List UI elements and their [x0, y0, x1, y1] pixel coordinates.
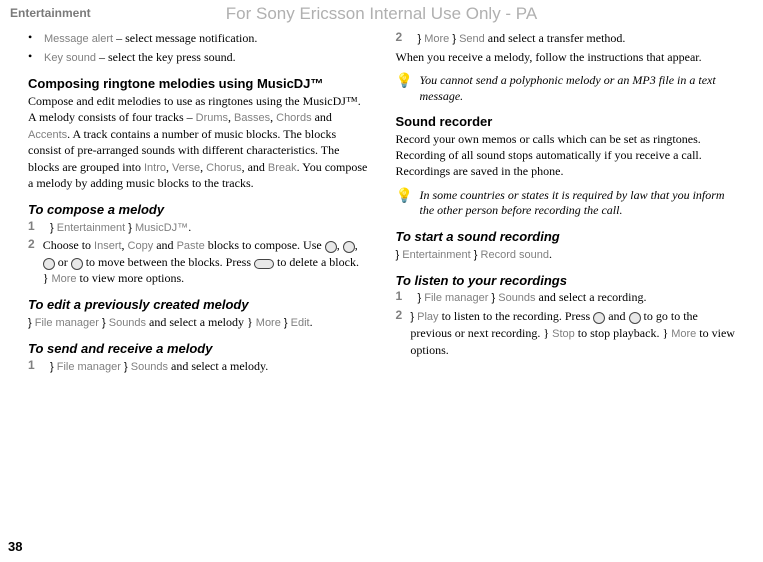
sound-body: Record your own memos or calls which can…: [396, 131, 736, 180]
nav-key-icon: [593, 312, 605, 324]
nav-key-icon: [71, 258, 83, 270]
step-text: } Play to listen to the recording. Press…: [410, 308, 735, 358]
start-body: } Entertainment } Record sound.: [396, 246, 736, 263]
watermark: For Sony Ericsson Internal Use Only - PA: [226, 3, 537, 25]
nav-key-icon: [343, 241, 355, 253]
left-column: • Message alert – select message notific…: [28, 30, 368, 377]
tip-2: 💡 In some countries or states it is requ…: [396, 188, 736, 219]
lightbulb-icon: 💡: [396, 188, 412, 219]
bullet-text: Key sound – select the key press sound.: [44, 49, 236, 66]
c-key-icon: [254, 259, 274, 269]
nav-key-icon: [629, 312, 641, 324]
section-label: Entertainment: [10, 6, 91, 22]
heading-start-recording: To start a sound recording: [396, 229, 736, 246]
step-text: Choose to Insert, Copy and Paste blocks …: [43, 237, 368, 287]
bullet-item: • Key sound – select the key press sound…: [28, 49, 368, 66]
step-text: } Entertainment } MusicDJ™.: [50, 219, 191, 236]
step-2: 2 Choose to Insert, Copy and Paste block…: [28, 237, 368, 287]
heading-edit: To edit a previously created melody: [28, 297, 368, 314]
heading-sound-recorder: Sound recorder: [396, 114, 736, 131]
step-text: } File manager } Sounds and select a rec…: [418, 289, 647, 306]
listen-step-2: 2 } Play to listen to the recording. Pre…: [396, 308, 736, 358]
nav-key-icon: [325, 241, 337, 253]
listen-step-1: 1 } File manager } Sounds and select a r…: [396, 289, 736, 306]
bullet-dot: •: [28, 30, 36, 47]
step-number: 1: [28, 219, 42, 236]
heading-send: To send and receive a melody: [28, 341, 368, 358]
bullet-text: Message alert – select message notificat…: [44, 30, 257, 47]
heading-listen: To listen to your recordings: [396, 273, 736, 290]
step-text: } File manager } Sounds and select a mel…: [50, 358, 268, 375]
page-number: 38: [8, 539, 22, 556]
step-number: 2: [396, 308, 403, 358]
right-column: 2 } More } Send and select a transfer me…: [396, 30, 736, 377]
tip-1: 💡 You cannot send a polyphonic melody or…: [396, 73, 736, 104]
heading-to-compose: To compose a melody: [28, 202, 368, 219]
send-step-2: 2 } More } Send and select a transfer me…: [396, 30, 736, 47]
nav-key-icon: [43, 258, 55, 270]
step-1: 1 } Entertainment } MusicDJ™.: [28, 219, 368, 236]
tip-text: In some countries or states it is requir…: [420, 188, 736, 219]
step-number: 2: [396, 30, 410, 47]
step-number: 2: [28, 237, 35, 287]
bullet-item: • Message alert – select message notific…: [28, 30, 368, 47]
edit-body: } File manager } Sounds and select a mel…: [28, 314, 368, 331]
lightbulb-icon: 💡: [396, 73, 412, 104]
send-step-1: 1 } File manager } Sounds and select a m…: [28, 358, 368, 375]
bullet-dot: •: [28, 49, 36, 66]
step-number: 1: [28, 358, 42, 375]
tip-text: You cannot send a polyphonic melody or a…: [420, 73, 736, 104]
receive-body: When you receive a melody, follow the in…: [396, 49, 736, 65]
step-text: } More } Send and select a transfer meth…: [418, 30, 626, 47]
step-number: 1: [396, 289, 410, 306]
compose-body: Compose and edit melodies to use as ring…: [28, 93, 368, 192]
heading-compose: Composing ringtone melodies using MusicD…: [28, 76, 368, 93]
